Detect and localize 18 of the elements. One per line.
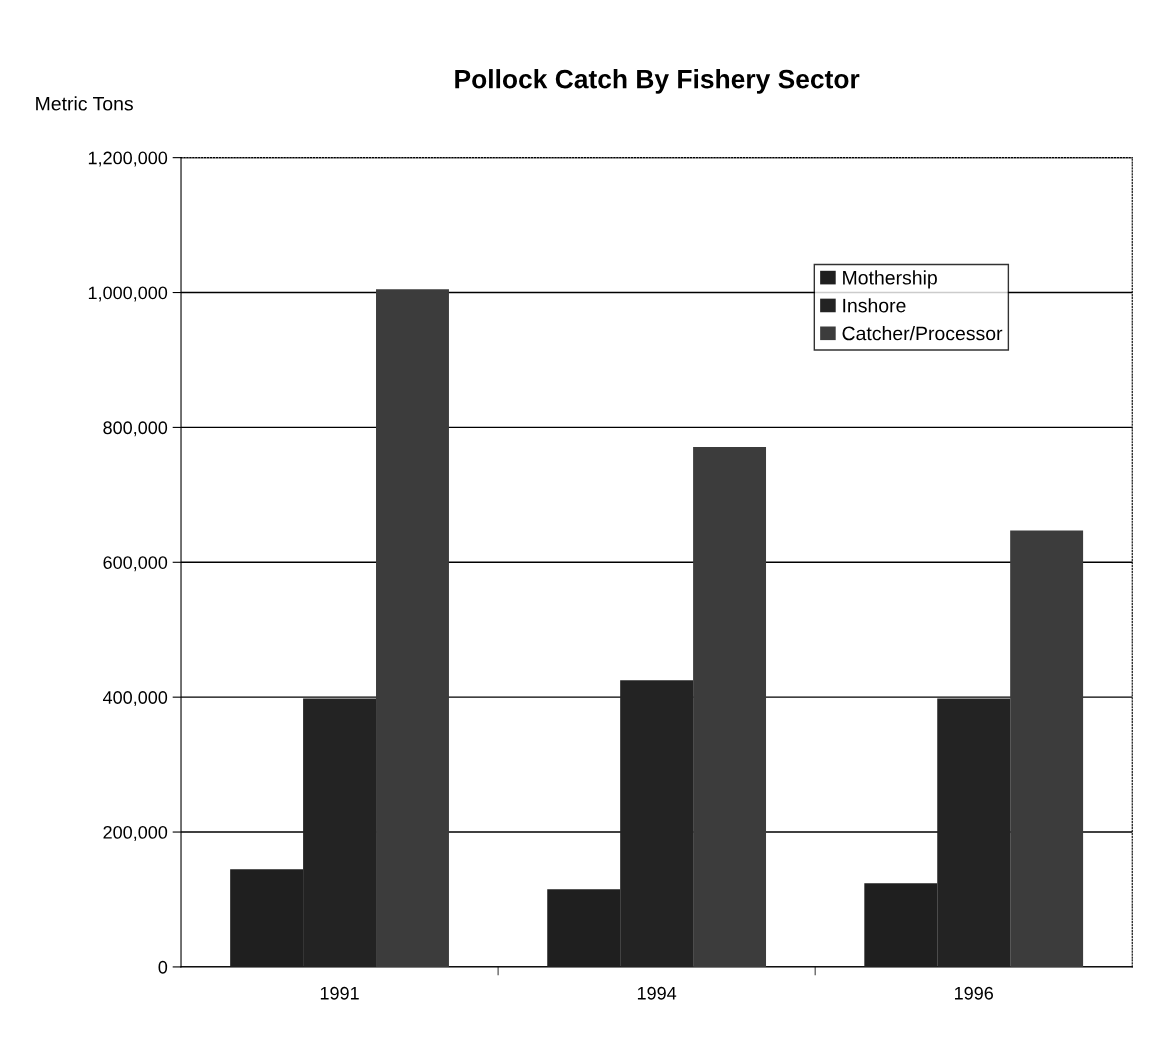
- x-tick-label: 1991: [320, 986, 359, 1000]
- y-tick-label: 800,000: [103, 421, 168, 437]
- y-axis-title: Metric Tons: [36, 96, 133, 111]
- y-tick-label: 200,000: [103, 825, 168, 841]
- bar: [376, 289, 449, 967]
- y-tick-label: 600,000: [103, 556, 168, 572]
- x-tick-label: 1994: [637, 986, 677, 1000]
- y-tick-label: 0: [158, 960, 168, 974]
- y-tick-label: 1,000,000: [88, 286, 168, 302]
- legend-label: Catcher/Processor: [842, 326, 1003, 341]
- legend-label: Mothership: [843, 270, 937, 289]
- y-tick-label: 400,000: [102, 691, 168, 707]
- bar: [693, 446, 767, 967]
- y-tick-label: 1,200,000: [88, 151, 168, 167]
- bar: [1010, 530, 1084, 967]
- legend-label: Inshore: [843, 298, 906, 313]
- x-tick-label: 1996: [955, 986, 993, 1000]
- chart-title: Pollock Catch By Fishery Sector: [455, 69, 860, 94]
